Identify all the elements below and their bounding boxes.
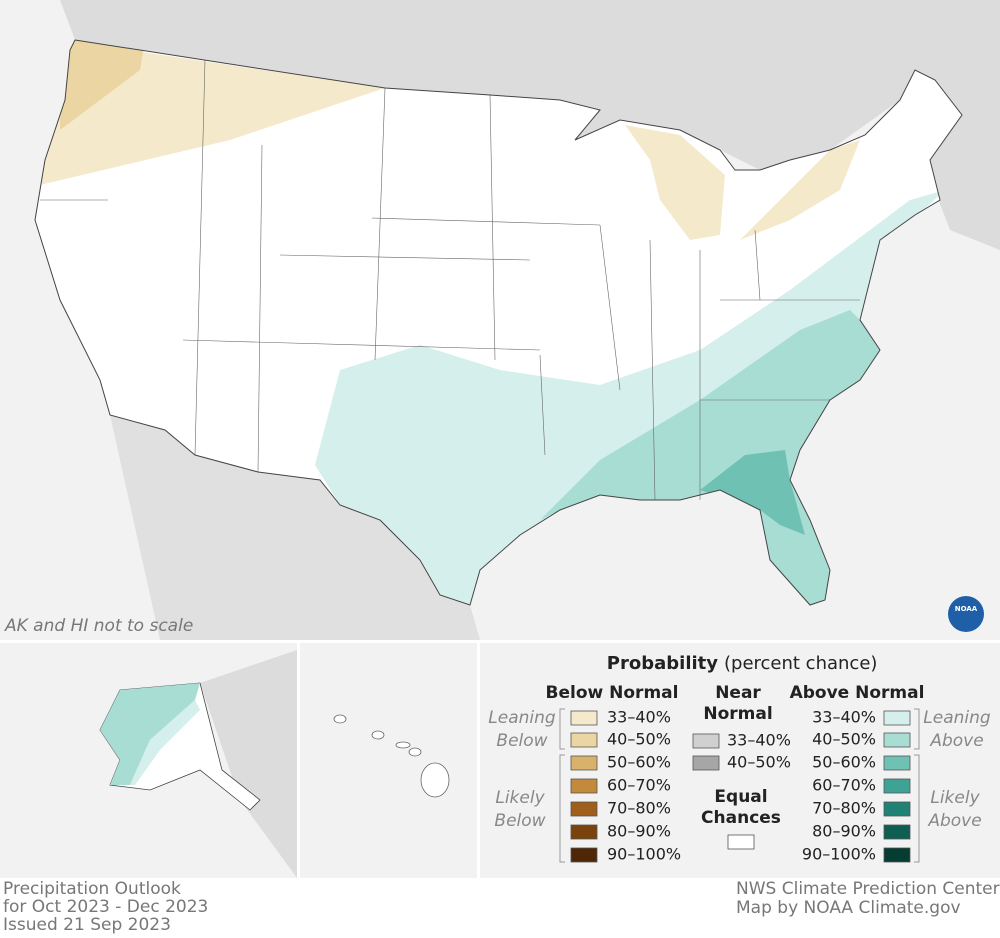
near-swatch — [692, 755, 720, 771]
below-swatch — [570, 732, 598, 748]
above-likely-label: Likely — [930, 788, 980, 808]
near-header: Normal — [703, 704, 772, 724]
below-label: 70–80% — [607, 799, 671, 818]
above-label: 90–100% — [802, 845, 876, 864]
above-swatch — [883, 710, 911, 726]
near-header: Near — [715, 683, 761, 703]
below-40-50-nw — [60, 40, 145, 130]
noaa-logo-text: NOAA — [955, 605, 978, 613]
leaning-below-ny — [740, 140, 860, 240]
below-label: 90–100% — [607, 845, 681, 864]
above-leaning-label: Above — [929, 731, 983, 751]
hawaii-panel — [300, 643, 477, 878]
canada — [60, 0, 1000, 250]
mexico — [110, 415, 480, 640]
below-swatch — [570, 778, 598, 794]
above-50-60-georgia — [700, 450, 805, 535]
above-swatch — [883, 732, 911, 748]
above-likely-label: Above — [927, 811, 981, 831]
below-swatch — [570, 755, 598, 771]
above-label: 40–50% — [812, 730, 876, 749]
us-outline — [34, 39, 963, 606]
footer — [0, 878, 1000, 938]
noaa-logo — [948, 596, 984, 632]
below-label: 33–40% — [607, 708, 671, 727]
above-swatch — [883, 824, 911, 840]
below-swatch — [570, 847, 598, 863]
alaska-leaning — [130, 700, 200, 785]
below-leaning-label: Below — [496, 731, 547, 751]
above-label: 60–70% — [812, 776, 876, 795]
below-header: Below Normal — [546, 683, 679, 703]
footer-left: Issued 21 Sep 2023 — [3, 915, 171, 935]
above-40-50-southeast — [540, 310, 880, 605]
near-swatch — [692, 733, 720, 749]
above-swatch — [883, 778, 911, 794]
equal-swatch — [727, 834, 755, 850]
below-label: 50–60% — [607, 753, 671, 772]
above-label: 70–80% — [812, 799, 876, 818]
below-likely-label: Likely — [495, 788, 545, 808]
equal-label: Equal — [714, 787, 767, 807]
map-note: AK and HI not to scale — [4, 616, 193, 636]
footer-left: Precipitation Outlook — [3, 879, 181, 899]
below-swatch — [570, 801, 598, 817]
leaning-below-mi — [625, 125, 725, 240]
legend: Probability (percent chance) Below Norma… — [546, 653, 925, 703]
bracket — [914, 708, 920, 750]
bracket — [559, 708, 565, 750]
above-swatch — [883, 847, 911, 863]
alaska-canada — [200, 650, 297, 878]
below-likely-label: Below — [494, 811, 545, 831]
above-swatch — [883, 755, 911, 771]
footer-right: Map by NOAA Climate.gov — [736, 898, 961, 918]
near-label: 40–50% — [727, 753, 791, 772]
state-lines — [40, 59, 860, 501]
below-swatch — [570, 824, 598, 840]
above-label: 50–60% — [812, 753, 876, 772]
above-label: 33–40% — [812, 708, 876, 727]
legend-title: Probability — [607, 653, 718, 674]
below-swatch — [570, 710, 598, 726]
legend-subtitle: (percent chance) — [724, 653, 877, 674]
near-label: 33–40% — [727, 731, 791, 750]
equal-label: Chances — [701, 808, 781, 828]
below-label: 40–50% — [607, 730, 671, 749]
above-label: 80–90% — [812, 822, 876, 841]
outlook-regions — [35, 40, 945, 605]
above-leaning-label: Leaning — [923, 708, 991, 728]
bracket — [559, 754, 565, 863]
hawaii-islands — [333, 714, 450, 798]
footer-right: NWS Climate Prediction Center — [736, 879, 1000, 899]
above-swatch — [883, 801, 911, 817]
below-label: 60–70% — [607, 776, 671, 795]
footer-left: for Oct 2023 - Dec 2023 — [3, 897, 208, 917]
above-header: Above Normal — [790, 683, 925, 703]
bracket — [914, 754, 920, 863]
alaska-above — [100, 683, 200, 785]
below-leaning-label: Leaning — [488, 708, 556, 728]
below-label: 80–90% — [607, 822, 671, 841]
